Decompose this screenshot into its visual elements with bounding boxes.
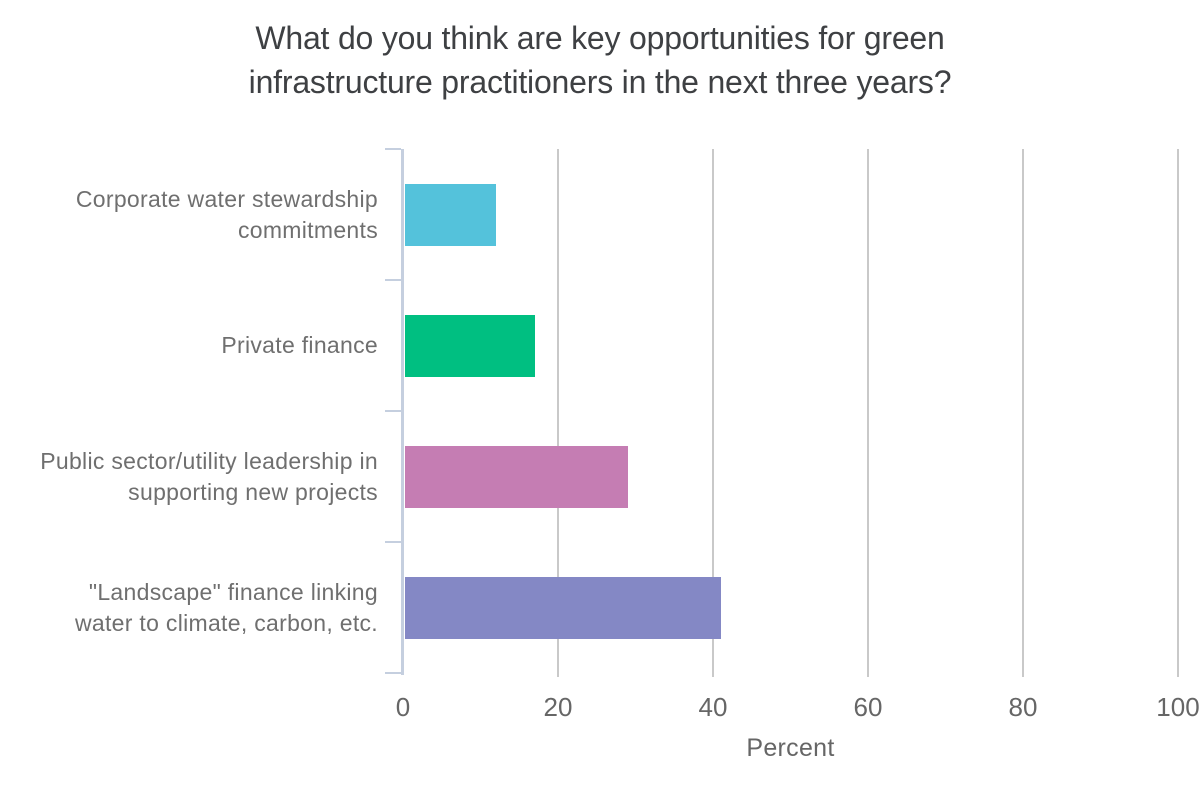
- y-axis-tick: [385, 672, 401, 674]
- x-axis-title: Percent: [746, 734, 835, 762]
- bar-3: [405, 576, 721, 639]
- chart-title-line1: What do you think are key opportunities …: [255, 20, 945, 56]
- x-tick-label-40: 40: [698, 692, 728, 722]
- y-axis-tick: [385, 279, 401, 281]
- gridline-80: [1022, 149, 1024, 677]
- chart-title-line2: infrastructure practitioners in the next…: [248, 64, 952, 100]
- bar-0: [405, 183, 496, 246]
- y-axis-tick: [385, 410, 401, 412]
- category-label-2: Public sector/utility leadership in suppo…: [40, 447, 378, 505]
- y-axis-tick: [385, 148, 401, 150]
- x-tick-label-60: 60: [853, 692, 883, 722]
- gridline-20: [557, 149, 559, 677]
- x-tick-label-20: 20: [543, 692, 573, 722]
- gridline-100: [1177, 149, 1179, 677]
- y-axis-line: [401, 149, 404, 675]
- x-tick-label-100: 100: [1156, 692, 1200, 722]
- bar-2: [405, 445, 628, 508]
- gridline-40: [712, 149, 714, 677]
- gridline-60: [867, 149, 869, 677]
- category-label-3: "Landscape" finance linking water to clim…: [74, 578, 378, 636]
- x-tick-label-0: 0: [395, 692, 411, 722]
- x-tick-label-80: 80: [1008, 692, 1038, 722]
- y-axis-tick: [385, 541, 401, 543]
- chart-title: What do you think are key opportunities …: [0, 16, 1200, 104]
- category-label-1: Private finance: [221, 332, 378, 358]
- category-label-0: Corporate water stewardship commitments: [75, 185, 378, 243]
- bar-1: [405, 314, 535, 377]
